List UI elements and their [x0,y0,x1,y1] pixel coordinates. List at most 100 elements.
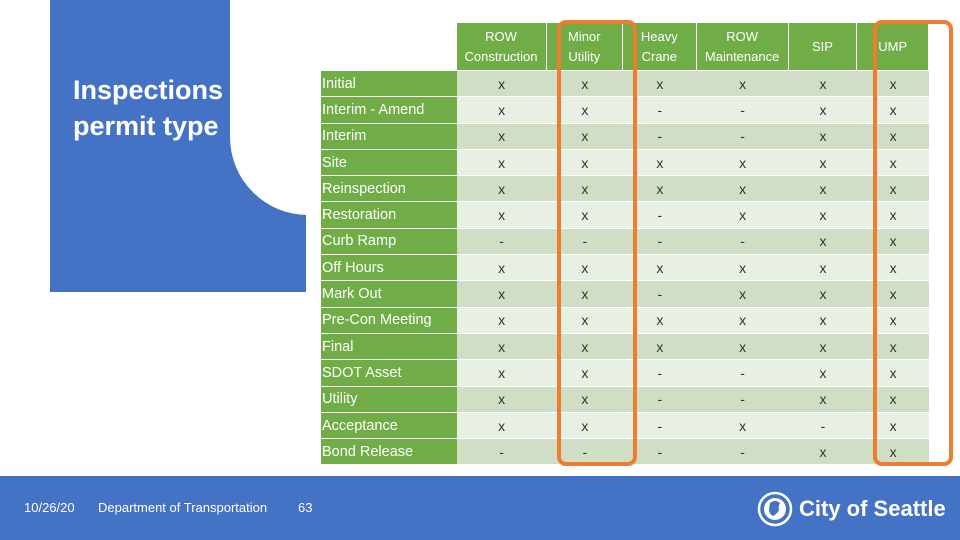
row-label: Final [321,333,457,360]
table-cell: x [739,207,747,224]
table-cell: x [819,75,827,92]
column-header: ROW Construction [456,23,547,70]
footer-bar [0,476,960,540]
row-label: Utility [321,386,457,412]
footer-department: Department of Transportation [98,500,268,515]
table-cell: x [819,233,827,250]
table-cell: x [498,259,506,276]
table-row: Interim - Amend x x - - x x [321,96,929,123]
city-logo: City of Seattle [757,491,946,527]
logo-text: City of Seattle [799,496,946,521]
table-cell: x [498,75,506,92]
table-cell: x [739,180,747,197]
table-cell: - [740,233,745,250]
table-cell: - [740,101,745,118]
table-cell: x [889,233,897,250]
ump-highlight [873,20,953,466]
table-cell: x [889,180,897,197]
column-header: ROW Maintenance [696,23,789,70]
table-cell: x [739,417,747,434]
table-cell: x [498,154,506,171]
table-row: Bond Release - - - - x x [321,438,929,465]
table-cell: x [739,154,747,171]
table-cell: x [889,417,897,434]
table-row: Final x x x x x x [321,332,929,360]
table-cell: - [740,128,745,145]
table-cell: x [656,259,664,276]
table-cell: x [498,417,506,434]
row-label: Off Hours [321,255,457,281]
table-row: Curb Ramp - - - - x x [321,227,929,255]
table-cell: x [819,259,827,276]
table-cell: - [657,101,663,118]
minor-utility-highlight [557,20,637,466]
table-cell: x [739,338,747,355]
table-cell: x [739,312,747,329]
table-cell: x [581,207,589,224]
table-row: Utility x x - - x x [321,385,929,412]
table-cell: x [656,338,664,355]
table-row: Interim x x - - x x [321,122,929,149]
table-cell: x [581,286,589,303]
table-cell: - [740,391,745,408]
table-cell: x [889,312,897,329]
row-label: Pre-Con Meeting [321,307,457,333]
table-row: Restoration x x - x x x [321,201,929,228]
table-cell: x [889,207,897,224]
table-cell: x [656,154,664,171]
slide-title: Inspections by permit type [73,75,263,141]
table-cell: x [656,180,664,197]
table-cell: x [581,259,589,276]
table-cell: x [581,180,589,197]
table-cell: x [498,207,506,224]
table-cell: x [656,312,664,329]
table-cell: x [739,259,747,276]
table-cell: x [656,75,664,92]
row-label: Site [321,149,457,176]
row-label: Interim [321,123,457,149]
table-cell: x [581,391,589,408]
table-row: Off Hours x x x x x x [321,254,929,281]
column-header: UMP [857,23,930,70]
page-number: 63 [298,500,313,515]
row-label: Curb Ramp [321,228,457,255]
table-row: Reinspection x x x x x x [321,175,929,202]
table-cell: x [498,364,506,381]
table-cell: x [581,75,589,92]
table-cell: x [819,338,827,355]
table-cell: x [819,180,827,197]
table-cell: x [498,338,506,355]
table-cell: x [889,364,897,381]
footer-date: 10/26/20 [24,500,75,515]
table-cell: x [739,286,747,303]
table-cell: x [581,128,589,145]
table-cell: x [498,180,506,197]
table-cell: x [819,101,827,118]
table-row: Initial x x x x x x [321,70,929,97]
table-cell: x [889,259,897,276]
table-cell: x [498,391,506,408]
column-header: SIP [788,23,858,70]
table-cell: - [657,417,663,434]
table-cell: x [889,128,897,145]
table-cell: x [498,312,506,329]
table-cell: - [499,233,504,250]
table-cell: x [498,101,506,118]
table-cell: x [889,286,897,303]
table-cell: - [820,417,826,434]
table-cell: x [889,391,897,408]
city-seal-icon [757,491,793,527]
table-row: Mark Out x x - x x x [321,280,929,307]
row-label: Restoration [321,202,457,228]
table-cell: - [657,443,663,460]
table-cell: x [819,312,827,329]
table-cell: x [819,443,827,460]
header-corner [321,23,457,70]
table-cell: - [582,233,588,250]
table-row: Site x x x x x x [321,148,929,176]
table-row: Pre-Con Meeting x x x x x x [321,306,929,333]
table-cell: x [581,101,589,118]
table-cell: x [581,364,589,381]
table-cell: x [581,417,589,434]
row-label: Reinspection [321,176,457,202]
